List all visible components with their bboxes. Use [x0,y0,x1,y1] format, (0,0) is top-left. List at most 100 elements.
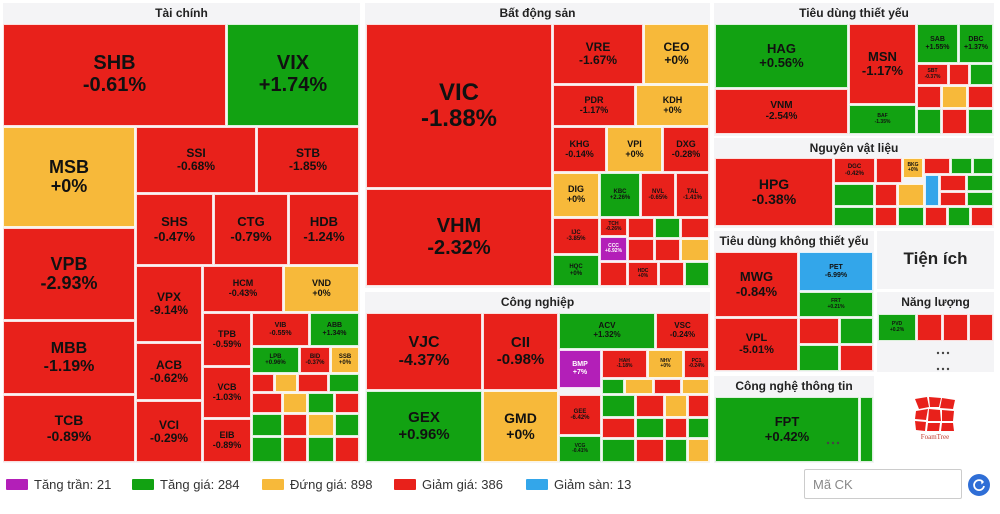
stock-tile-small[interactable] [335,414,359,436]
stock-tile-small[interactable] [602,418,635,438]
stock-tile-ccc[interactable]: CCC +6.92% [600,237,627,261]
stock-tile-vpl[interactable]: VPL -5.01% [715,318,798,371]
stock-tile-frt[interactable]: FRT +0.21% [799,292,873,317]
stock-tile-small[interactable] [942,109,967,134]
stock-tile-small[interactable] [659,262,684,286]
stock-tile-small[interactable] [602,395,635,417]
stock-tile-shs[interactable]: SHS -0.47% [136,194,213,265]
stock-tile-acv[interactable]: ACV +1.32% [559,313,655,349]
stock-tile-mbb[interactable]: MBB -1.19% [3,321,135,394]
stock-tile-small[interactable] [949,64,969,85]
stock-tile-bid[interactable]: BID -0.37% [300,347,330,373]
stock-tile-small[interactable] [799,345,839,371]
stock-tile-kdh[interactable]: KDH +0% [636,85,709,126]
stock-tile-small[interactable] [940,175,966,191]
stock-tile-cii[interactable]: CII -0.98% [483,313,558,390]
stock-tile-small[interactable] [840,318,873,344]
stock-tile-small[interactable] [665,418,687,438]
stock-tile-small[interactable] [628,239,654,261]
stock-tile-small[interactable] [252,437,282,462]
stock-tile-small[interactable] [308,393,334,413]
stock-tile-gmd[interactable]: GMD +0% [483,391,558,462]
stock-tile-vpx[interactable]: VPX -9.14% [136,266,202,342]
stock-tile-kbc[interactable]: KBC +2.26% [600,173,640,217]
stock-tile-small[interactable] [308,437,334,462]
stock-tile-vcg[interactable]: VCG -0.41% [559,436,601,462]
stock-tile-small[interactable] [308,414,334,436]
stock-tile-small[interactable] [924,158,950,174]
stock-tile-small[interactable] [940,192,966,206]
stock-tile-small[interactable] [685,262,709,286]
stock-tile-small[interactable] [329,374,359,392]
stock-tile-fpt[interactable]: FPT +0.42% [715,397,859,462]
stock-tile-ssi[interactable]: SSI -0.68% [136,127,256,193]
stock-tile-pet[interactable]: PET -6.99% [799,252,873,291]
stock-tile-vhm[interactable]: VHM -2.32% [366,189,552,286]
stock-tile-hag[interactable]: HAG +0.56% [715,24,848,88]
stock-tile-hdb[interactable]: HDB -1.24% [289,194,359,265]
stock-tile-small[interactable] [799,318,839,344]
stock-tile-gex[interactable]: GEX +0.96% [366,391,482,462]
stock-tile-small[interactable] [682,379,709,394]
stock-tile-small[interactable] [688,418,709,438]
stock-tile-small[interactable] [681,239,709,261]
stock-tile-vpb[interactable]: VPB -2.93% [3,228,135,320]
stock-tile-stb[interactable]: STB -1.85% [257,127,359,193]
stock-tile-small[interactable] [600,262,627,286]
stock-tile-small[interactable] [860,397,873,462]
stock-tile-hcm[interactable]: HCM -0.43% [203,266,283,312]
stock-tile-vjc[interactable]: VJC -4.37% [366,313,482,390]
stock-tile-tal[interactable]: TAL -1.41% [676,173,709,217]
stock-tile-ceo[interactable]: CEO +0% [644,24,709,84]
stock-tile-vix[interactable]: VIX +1.74% [227,24,359,126]
stock-tile-hdc[interactable]: HDC +0% [628,262,658,286]
stock-tile-small[interactable] [951,158,972,174]
stock-tile-small[interactable] [283,437,307,462]
stock-tile-ijc[interactable]: IJC -3.85% [553,218,599,254]
stock-tile-lpb[interactable]: LPB +0.96% [252,347,299,373]
stock-tile-vsc[interactable]: VSC -0.24% [656,313,709,349]
stock-tile-acb[interactable]: ACB -0.62% [136,343,202,400]
stock-tile-hpg[interactable]: HPG -0.38% [715,158,833,226]
stock-tile-small[interactable] [688,439,709,462]
stock-tile-nvl[interactable]: NVL -0.65% [641,173,675,217]
stock-tile-small[interactable] [898,184,924,206]
stock-tile-vre[interactable]: VRE -1.67% [553,24,643,84]
stock-tile-small[interactable] [917,109,941,134]
stock-tile-vnm[interactable]: VNM -2.54% [715,89,848,134]
stock-tile-small[interactable] [275,374,297,392]
stock-tile-small[interactable] [875,184,897,206]
stock-tile-gee[interactable]: GEE -6.42% [559,395,601,435]
stock-tile-small[interactable] [834,184,874,206]
stock-tile-small[interactable] [252,374,274,392]
stock-tile-small[interactable] [942,86,967,108]
stock-tile-khg[interactable]: KHG -0.14% [553,127,606,172]
stock-tile-small[interactable] [970,64,993,85]
stock-tile-hah[interactable]: HAH -1.18% [602,350,647,378]
stock-tile-dgc[interactable]: DGC -0.42% [834,158,875,183]
stock-tile-pvd[interactable]: PVD +0.2% [878,314,916,341]
stock-tile-small[interactable] [971,207,993,226]
stock-tile-small[interactable] [665,395,687,417]
stock-tile-small[interactable] [298,374,328,392]
stock-tile-tcb[interactable]: TCB -0.89% [3,395,135,462]
stock-tile-small[interactable] [834,207,874,226]
stock-tile-small[interactable] [252,414,282,436]
stock-tile-dig[interactable]: DIG +0% [553,173,599,217]
stock-tile-small[interactable] [968,109,993,134]
stock-tile-small[interactable] [636,439,664,462]
stock-tile-small[interactable] [898,207,924,226]
stock-tile-baf[interactable]: BAF -1.35% [849,105,916,134]
stock-tile-vci[interactable]: VCI -0.29% [136,401,202,462]
stock-tile-small[interactable] [925,207,947,226]
stock-tile-dxg[interactable]: DXG -0.28% [663,127,709,172]
stock-tile-vic[interactable]: VIC -1.88% [366,24,552,188]
stock-tile-small[interactable] [602,379,624,394]
stock-tile-small[interactable] [602,439,635,462]
stock-tile-small[interactable] [283,414,307,436]
stock-tile-small[interactable] [628,218,654,238]
stock-tile-shb[interactable]: SHB -0.61% [3,24,226,126]
stock-tile-small[interactable] [967,175,993,191]
stock-tile-pdr[interactable]: PDR -1.17% [553,85,635,126]
stock-tile-small[interactable] [636,418,664,438]
